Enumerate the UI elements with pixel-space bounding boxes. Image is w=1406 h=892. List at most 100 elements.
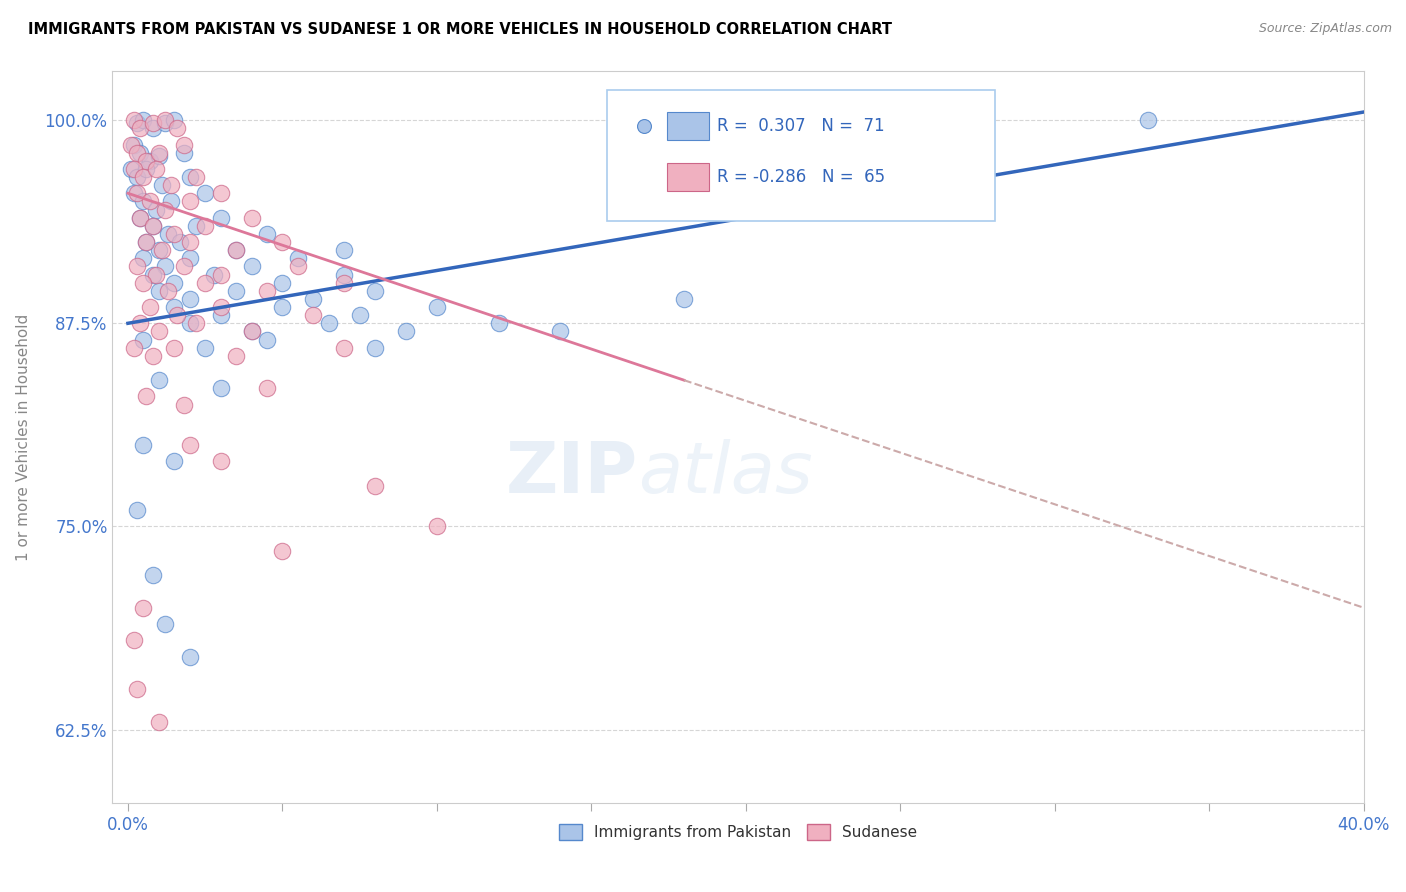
Point [129, 121, 152, 136]
Text: R =  0.307   N =  71: R = 0.307 N = 71 [717, 117, 884, 136]
Point [173, 260, 195, 274]
Point [194, 186, 217, 201]
Text: Source: ZipAtlas.com: Source: ZipAtlas.com [1258, 22, 1392, 36]
Point [122, 137, 145, 152]
Point [129, 145, 152, 160]
Point [194, 219, 217, 233]
Point [142, 568, 165, 582]
Point [153, 617, 176, 632]
Point [127, 503, 149, 517]
Point [302, 308, 325, 322]
Point [163, 276, 186, 290]
Point [256, 381, 278, 395]
Point [127, 681, 149, 696]
Point [173, 398, 195, 412]
Point [240, 325, 263, 339]
Point [142, 219, 165, 233]
Legend: Immigrants from Pakistan, Sudanese: Immigrants from Pakistan, Sudanese [553, 818, 924, 847]
Point [145, 161, 167, 176]
Point [179, 438, 201, 452]
Point [240, 211, 263, 225]
Point [184, 169, 207, 184]
Point [163, 227, 186, 241]
FancyBboxPatch shape [666, 112, 710, 140]
Point [127, 116, 149, 130]
Point [240, 260, 263, 274]
Point [194, 276, 217, 290]
Point [287, 260, 309, 274]
Point [132, 438, 155, 452]
Point [145, 202, 167, 217]
Point [160, 178, 183, 193]
Point [150, 243, 173, 257]
FancyBboxPatch shape [666, 163, 710, 191]
Point [129, 211, 152, 225]
Point [184, 219, 207, 233]
Point [120, 137, 142, 152]
Point [240, 325, 263, 339]
Text: IMMIGRANTS FROM PAKISTAN VS SUDANESE 1 OR MORE VEHICLES IN HOUSEHOLD CORRELATION: IMMIGRANTS FROM PAKISTAN VS SUDANESE 1 O… [28, 22, 893, 37]
Point [364, 284, 387, 298]
Point [225, 243, 247, 257]
Point [426, 300, 449, 314]
Point [1136, 113, 1159, 128]
Point [135, 235, 157, 249]
Point [673, 292, 696, 306]
Point [166, 308, 188, 322]
Point [138, 194, 160, 209]
Point [209, 186, 232, 201]
Point [163, 113, 186, 128]
Point [129, 211, 152, 225]
FancyBboxPatch shape [607, 90, 994, 221]
Point [173, 137, 195, 152]
Point [287, 252, 309, 266]
Point [302, 292, 325, 306]
Point [148, 373, 170, 387]
Point [157, 227, 180, 241]
Point [138, 153, 160, 168]
Point [163, 341, 186, 355]
Point [194, 341, 217, 355]
Point [256, 333, 278, 347]
Point [122, 113, 145, 128]
Point [333, 276, 356, 290]
Point [271, 544, 294, 558]
Point [179, 649, 201, 664]
Point [166, 121, 188, 136]
Point [135, 153, 157, 168]
Point [333, 243, 356, 257]
Point [256, 284, 278, 298]
Point [173, 145, 195, 160]
Point [550, 325, 572, 339]
Point [127, 260, 149, 274]
Y-axis label: 1 or more Vehicles in Household: 1 or more Vehicles in Household [15, 313, 31, 561]
Point [122, 341, 145, 355]
Point [333, 268, 356, 282]
Point [271, 300, 294, 314]
Point [256, 227, 278, 241]
Point [127, 169, 149, 184]
Point [184, 316, 207, 330]
Point [349, 308, 371, 322]
Point [132, 276, 155, 290]
Point [395, 325, 418, 339]
Point [142, 268, 165, 282]
Point [132, 194, 155, 209]
Text: ZIP: ZIP [506, 439, 638, 508]
Point [153, 113, 176, 128]
Point [145, 268, 167, 282]
Point [132, 113, 155, 128]
Point [209, 268, 232, 282]
Point [132, 333, 155, 347]
Point [135, 161, 157, 176]
Point [153, 202, 176, 217]
Point [364, 479, 387, 493]
Point [169, 235, 191, 249]
Point [153, 116, 176, 130]
Point [179, 316, 201, 330]
Point [318, 316, 340, 330]
Point [120, 161, 142, 176]
Point [225, 349, 247, 363]
Point [209, 211, 232, 225]
Point [364, 341, 387, 355]
